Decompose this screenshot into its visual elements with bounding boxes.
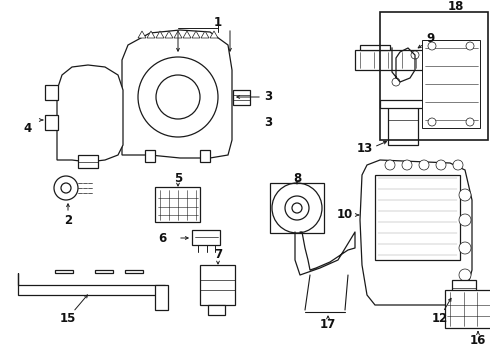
Polygon shape bbox=[200, 265, 235, 305]
Polygon shape bbox=[145, 150, 155, 162]
Polygon shape bbox=[233, 90, 250, 105]
Circle shape bbox=[292, 203, 302, 213]
Text: 8: 8 bbox=[293, 171, 301, 184]
Text: 7: 7 bbox=[214, 248, 222, 261]
Polygon shape bbox=[388, 105, 418, 145]
Circle shape bbox=[436, 160, 446, 170]
Circle shape bbox=[285, 196, 309, 220]
Circle shape bbox=[428, 118, 436, 126]
Circle shape bbox=[411, 51, 419, 59]
Circle shape bbox=[138, 57, 218, 137]
Polygon shape bbox=[57, 65, 123, 162]
Polygon shape bbox=[360, 45, 390, 50]
Circle shape bbox=[428, 42, 436, 50]
Polygon shape bbox=[452, 298, 464, 308]
Circle shape bbox=[385, 160, 395, 170]
Polygon shape bbox=[147, 31, 155, 38]
Polygon shape bbox=[138, 31, 146, 38]
Circle shape bbox=[402, 160, 412, 170]
Polygon shape bbox=[125, 270, 143, 273]
Text: 5: 5 bbox=[174, 171, 182, 184]
Polygon shape bbox=[192, 230, 220, 245]
Polygon shape bbox=[78, 155, 98, 168]
Text: 6: 6 bbox=[158, 231, 166, 244]
Text: 3: 3 bbox=[264, 116, 272, 129]
Polygon shape bbox=[45, 85, 58, 100]
Polygon shape bbox=[422, 40, 480, 128]
Text: 2: 2 bbox=[64, 213, 72, 226]
Circle shape bbox=[459, 214, 471, 226]
Polygon shape bbox=[208, 305, 225, 315]
Circle shape bbox=[392, 78, 400, 86]
Text: 16: 16 bbox=[470, 333, 486, 346]
Polygon shape bbox=[122, 30, 232, 158]
Circle shape bbox=[272, 183, 322, 233]
Polygon shape bbox=[360, 160, 472, 305]
Text: 4: 4 bbox=[24, 122, 32, 135]
Text: 15: 15 bbox=[60, 311, 76, 324]
Polygon shape bbox=[18, 273, 165, 295]
Text: 12: 12 bbox=[432, 311, 448, 324]
Text: 13: 13 bbox=[357, 141, 373, 154]
Polygon shape bbox=[155, 285, 168, 310]
Text: 10: 10 bbox=[337, 208, 353, 221]
Text: 18: 18 bbox=[448, 0, 464, 13]
Polygon shape bbox=[156, 31, 164, 38]
Circle shape bbox=[466, 118, 474, 126]
Polygon shape bbox=[445, 290, 490, 328]
Polygon shape bbox=[210, 31, 218, 38]
Polygon shape bbox=[55, 270, 73, 273]
Circle shape bbox=[156, 75, 200, 119]
Circle shape bbox=[54, 176, 78, 200]
Text: 17: 17 bbox=[320, 319, 336, 332]
Polygon shape bbox=[183, 31, 191, 38]
Circle shape bbox=[453, 160, 463, 170]
Circle shape bbox=[466, 42, 474, 50]
Text: 1: 1 bbox=[214, 15, 222, 28]
Polygon shape bbox=[355, 50, 448, 70]
Text: 3: 3 bbox=[264, 90, 272, 104]
Polygon shape bbox=[165, 31, 173, 38]
Polygon shape bbox=[45, 115, 58, 130]
Circle shape bbox=[459, 269, 471, 281]
Circle shape bbox=[459, 242, 471, 254]
Polygon shape bbox=[192, 31, 200, 38]
Circle shape bbox=[459, 189, 471, 201]
Polygon shape bbox=[174, 31, 182, 38]
Text: 9: 9 bbox=[426, 31, 434, 45]
Polygon shape bbox=[452, 280, 476, 298]
Polygon shape bbox=[95, 270, 113, 273]
Circle shape bbox=[419, 160, 429, 170]
Polygon shape bbox=[200, 150, 210, 162]
Polygon shape bbox=[380, 100, 425, 108]
Polygon shape bbox=[201, 31, 209, 38]
Polygon shape bbox=[155, 187, 200, 222]
